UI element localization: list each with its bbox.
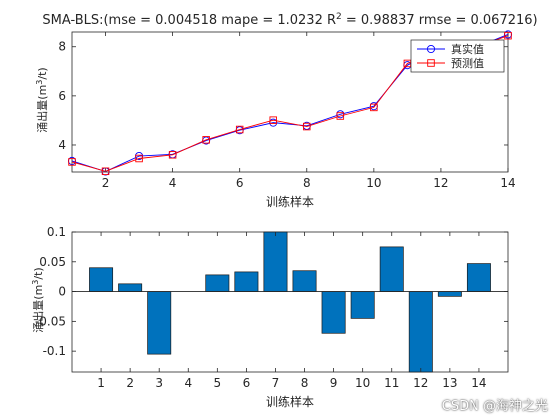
bar xyxy=(147,291,172,355)
bar xyxy=(350,291,375,319)
bar xyxy=(466,263,491,292)
bar xyxy=(379,246,404,292)
line-chart-xlabel: 训练样本 xyxy=(266,194,314,209)
x-tick-label: 11 xyxy=(384,376,399,390)
data-point xyxy=(235,125,244,134)
bar xyxy=(408,291,433,373)
x-tick-label: 4 xyxy=(184,376,192,390)
bar-chart-plot: 1 2 3 4 5 6 7 8 9 10 11 12 13 140.10.050-0.05-0.1 xyxy=(35,225,509,390)
x-tick-label: 8 xyxy=(301,376,309,390)
x-tick-label: 13 xyxy=(442,376,457,390)
bar-chart-xlabel: 训练样本 xyxy=(266,394,314,409)
bar xyxy=(263,231,288,292)
data-point xyxy=(504,31,512,40)
x-tick-label: 1 xyxy=(97,376,105,390)
legend-label: 预测值 xyxy=(451,57,484,70)
data-point xyxy=(135,154,143,163)
x-tick-label: 3 xyxy=(155,376,163,390)
x-tick-label: 6 xyxy=(236,176,244,190)
x-tick-label: 10 xyxy=(355,376,370,390)
x-tick-label: 4 xyxy=(169,176,177,190)
y-tick-label: 6 xyxy=(58,89,66,103)
y-tick-label: 0 xyxy=(58,285,66,299)
x-tick-label: 2 xyxy=(102,176,110,190)
x-tick-label: 9 xyxy=(330,376,338,390)
x-tick-label: 12 xyxy=(433,176,448,190)
y-tick-label: 8 xyxy=(58,40,66,54)
line-chart-ylabel: 涌出量(m3/t) xyxy=(35,67,49,132)
x-tick-label: 14 xyxy=(471,376,486,390)
bar xyxy=(89,267,114,292)
bar xyxy=(437,291,462,297)
y-tick-label: 4 xyxy=(58,138,66,152)
legend-marker xyxy=(426,44,436,54)
bar xyxy=(118,283,143,292)
y-tick-label: 0.1 xyxy=(47,225,66,239)
x-tick-label: 8 xyxy=(303,176,311,190)
x-tick-label: 7 xyxy=(272,376,280,390)
legend-marker xyxy=(427,59,435,67)
legend-label: 真实值 xyxy=(451,42,484,56)
y-tick-label: -0.1 xyxy=(43,344,66,358)
line-chart-title: SMA-BLS:(mse = 0.004518 mape = 1.0232 R2… xyxy=(42,12,537,28)
bar xyxy=(292,270,317,292)
x-tick-label: 12 xyxy=(413,376,428,390)
y-tick-label: -0.05 xyxy=(35,314,66,328)
legend-box xyxy=(410,39,505,73)
x-tick-label: 6 xyxy=(243,376,251,390)
x-tick-label: 2 xyxy=(126,376,134,390)
x-tick-label: 5 xyxy=(214,376,222,390)
data-point xyxy=(101,167,110,176)
bar xyxy=(205,274,230,292)
x-tick-label: 14 xyxy=(500,176,515,190)
bar-chart-axes-box xyxy=(71,231,509,373)
data-point xyxy=(303,122,311,131)
y-tick-label: 0.05 xyxy=(39,255,66,269)
bar-chart-ylabel: 涌出量(m3/t) xyxy=(31,267,45,332)
bar xyxy=(321,291,346,334)
bar xyxy=(234,271,259,292)
data-point xyxy=(370,103,378,112)
data-point xyxy=(202,136,210,144)
data-point xyxy=(269,116,277,124)
data-point xyxy=(336,112,345,120)
x-tick-label: 10 xyxy=(366,176,381,190)
data-point xyxy=(68,158,76,166)
data-point xyxy=(168,151,177,159)
watermark: CSDN @海神之光 xyxy=(441,399,548,414)
